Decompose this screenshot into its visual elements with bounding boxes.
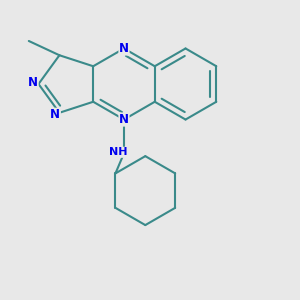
Text: N: N (50, 108, 60, 121)
Text: NH: NH (109, 147, 127, 157)
Text: N: N (28, 76, 38, 89)
Text: N: N (119, 113, 129, 126)
Text: N: N (119, 42, 129, 55)
